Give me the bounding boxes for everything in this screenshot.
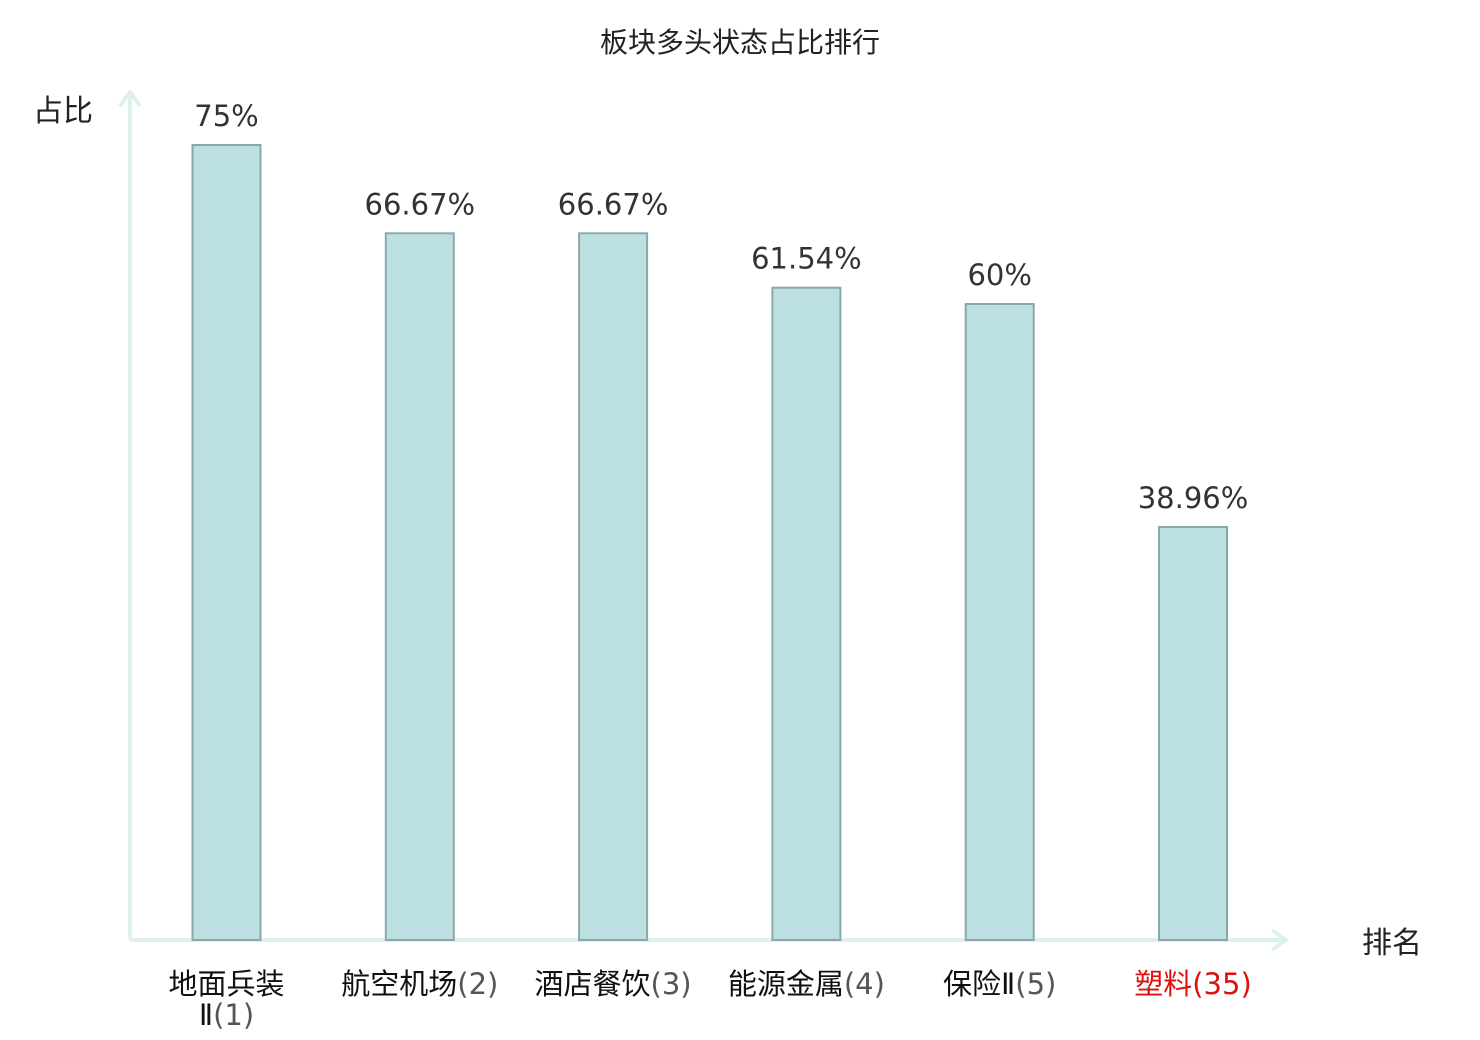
category-label-1: 地面兵装 xyxy=(168,967,284,1001)
value-label-3: 66.67% xyxy=(558,187,669,221)
category-rank: (35) xyxy=(1192,967,1252,1001)
category-label-2: 航空机场(2) xyxy=(341,967,498,1001)
value-label-6: 38.96% xyxy=(1138,481,1249,515)
bar-6 xyxy=(1158,526,1228,941)
category-rank: (4) xyxy=(844,967,885,1001)
category-rank: (1) xyxy=(213,998,254,1032)
category-label-1-line2: Ⅱ(1) xyxy=(199,998,254,1032)
value-label-5: 60% xyxy=(967,258,1031,292)
value-label-4: 61.54% xyxy=(751,242,862,276)
bar-5 xyxy=(964,303,1035,941)
y-axis-arrow xyxy=(118,90,142,108)
category-name: 塑料 xyxy=(1134,967,1192,1001)
value-label-2: 66.67% xyxy=(365,187,476,221)
category-name: 能源金属 xyxy=(728,967,844,1001)
x-axis-arrow xyxy=(1270,928,1288,952)
value-labels: 75% 66.67% 66.67% 61.54% 60% 38.96% xyxy=(194,99,1248,515)
category-label-6: 塑料(35) xyxy=(1134,967,1252,1001)
category-label-3: 酒店餐饮(3) xyxy=(535,967,692,1001)
category-label-4: 能源金属(4) xyxy=(728,967,885,1001)
category-name: 航空机场 xyxy=(341,967,457,1001)
bar-series xyxy=(191,144,1228,942)
bar-1 xyxy=(191,144,262,941)
bar-4 xyxy=(771,286,842,941)
bar-2 xyxy=(384,232,455,942)
category-name-suffix: Ⅱ xyxy=(199,998,213,1032)
category-rank: (2) xyxy=(457,967,498,1001)
category-label-5: 保险Ⅱ(5) xyxy=(943,967,1056,1001)
value-label-1: 75% xyxy=(194,99,258,133)
x-axis-label: 排名 xyxy=(1362,926,1422,961)
category-rank: (5) xyxy=(1015,967,1056,1001)
y-axis-label: 占比 xyxy=(33,94,93,129)
bar-3 xyxy=(578,232,649,942)
category-name: 酒店餐饮 xyxy=(535,967,651,1001)
category-rank: (3) xyxy=(651,967,692,1001)
chart-title: 板块多头状态占比排行 xyxy=(600,26,880,59)
category-name: 保险Ⅱ xyxy=(943,967,1015,1001)
category-name: 地面兵装 xyxy=(168,967,284,1001)
